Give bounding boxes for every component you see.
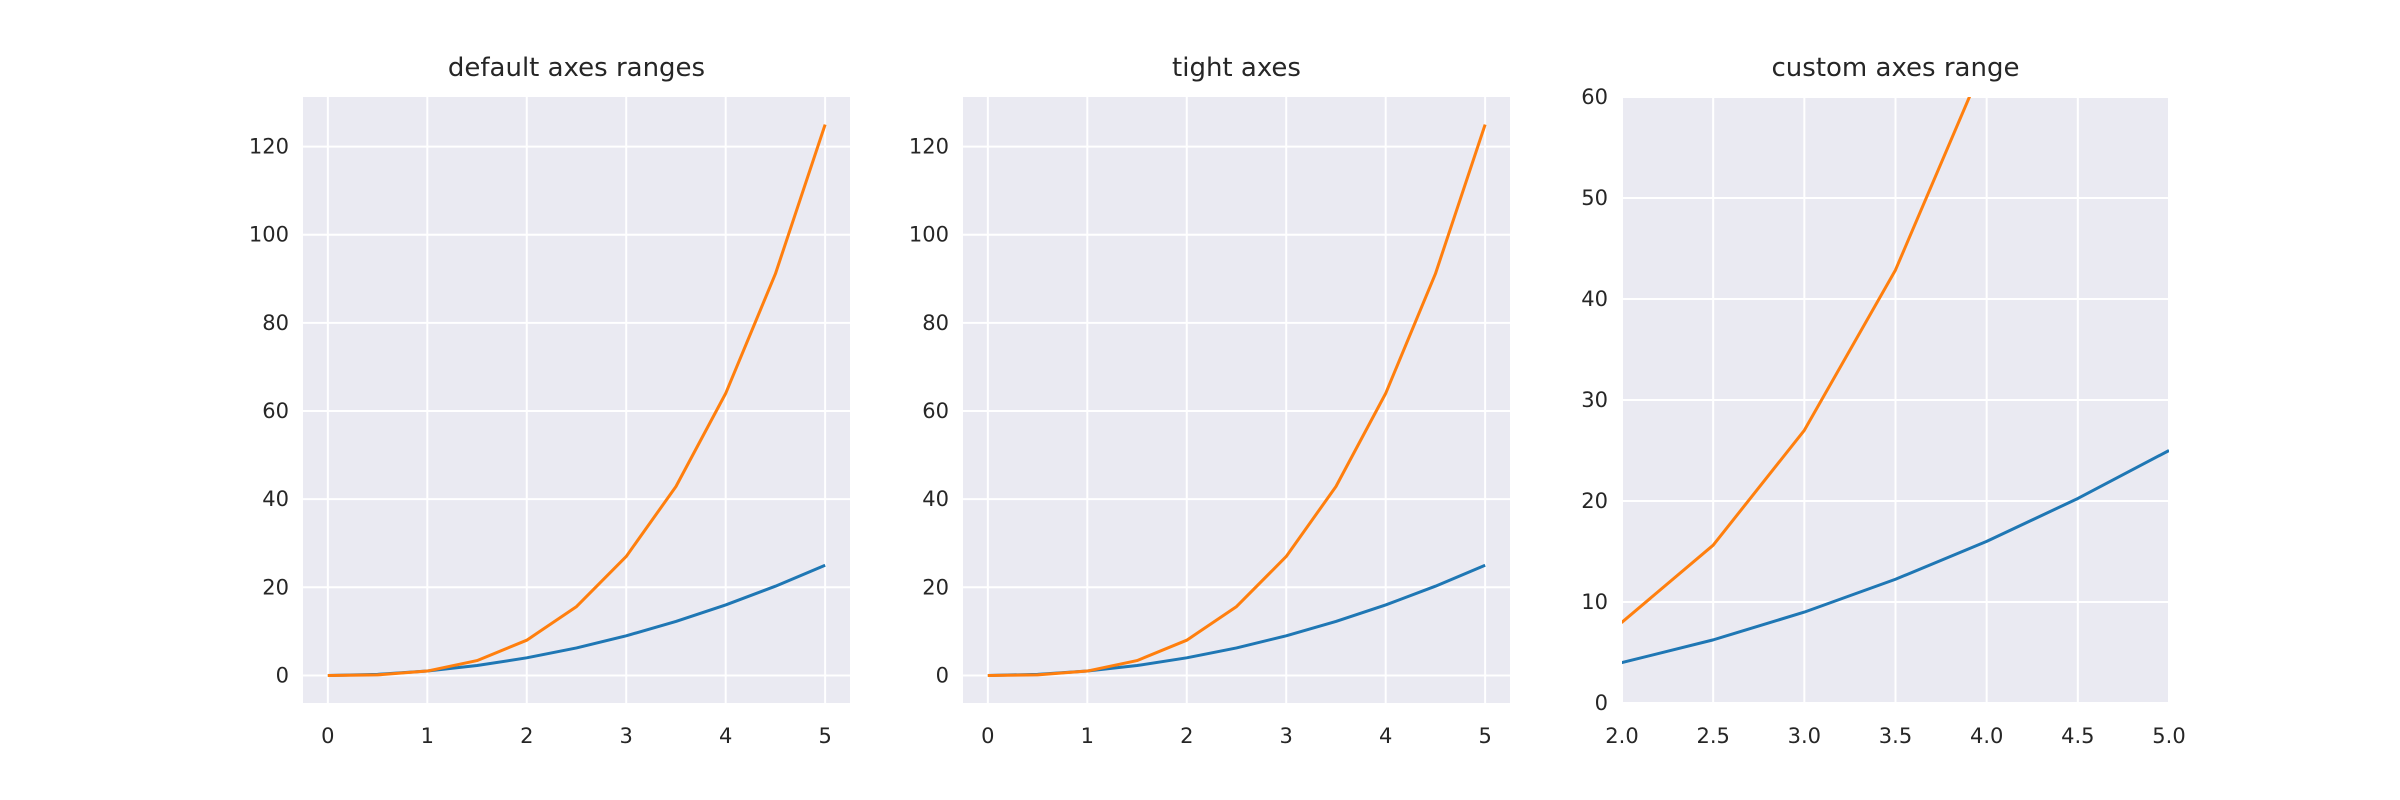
x-tick-label: 2.0 — [1605, 724, 1638, 748]
chart-title: tight axes — [1172, 53, 1301, 83]
y-tick-label: 0 — [276, 663, 289, 687]
y-tick-label: 100 — [249, 223, 289, 247]
x-tick-label: 4 — [1379, 724, 1392, 748]
x-tick-label: 2 — [520, 724, 533, 748]
chart-title: default axes ranges — [448, 53, 705, 83]
y-tick-label: 0 — [936, 663, 949, 687]
series-line — [327, 124, 827, 677]
series-line — [987, 124, 1487, 677]
x-tick-label: 1 — [1081, 724, 1094, 748]
plot-area — [963, 97, 1510, 703]
y-tick-label: 120 — [909, 135, 949, 159]
x-tick-label: 3.0 — [1788, 724, 1821, 748]
plot-area — [303, 97, 850, 703]
y-tick-label: 80 — [262, 311, 289, 335]
x-tick-label: 3 — [1280, 724, 1293, 748]
y-tick-label: 20 — [262, 575, 289, 599]
x-tick-label: 5.0 — [2152, 724, 2185, 748]
y-tick-label: 100 — [909, 223, 949, 247]
y-tick-label: 80 — [922, 311, 949, 335]
x-tick-label: 5 — [818, 724, 831, 748]
y-tick-label: 40 — [922, 487, 949, 511]
y-tick-label: 40 — [262, 487, 289, 511]
y-tick-label: 20 — [922, 575, 949, 599]
y-tick-label: 60 — [262, 399, 289, 423]
x-tick-label: 1 — [421, 724, 434, 748]
y-tick-label: 0 — [1595, 691, 1608, 715]
series-line — [1622, 97, 1972, 624]
x-tick-label: 3.5 — [1879, 724, 1912, 748]
x-tick-label: 2.5 — [1696, 724, 1729, 748]
y-tick-label: 50 — [1581, 186, 1608, 210]
y-tick-label: 20 — [1581, 489, 1608, 513]
x-tick-label: 0 — [981, 724, 994, 748]
x-tick-label: 3 — [620, 724, 633, 748]
x-tick-label: 4.5 — [2061, 724, 2094, 748]
y-tick-label: 30 — [1581, 388, 1608, 412]
y-tick-label: 10 — [1581, 590, 1608, 614]
y-tick-label: 40 — [1581, 287, 1608, 311]
y-tick-label: 120 — [249, 135, 289, 159]
chart-title: custom axes range — [1772, 53, 2020, 83]
y-tick-label: 60 — [922, 399, 949, 423]
x-tick-label: 5 — [1478, 724, 1491, 748]
x-tick-label: 2 — [1180, 724, 1193, 748]
x-tick-label: 0 — [321, 724, 334, 748]
series-line — [1622, 449, 2169, 665]
y-tick-label: 60 — [1581, 85, 1608, 109]
x-tick-label: 4.0 — [1970, 724, 2003, 748]
x-tick-label: 4 — [719, 724, 732, 748]
